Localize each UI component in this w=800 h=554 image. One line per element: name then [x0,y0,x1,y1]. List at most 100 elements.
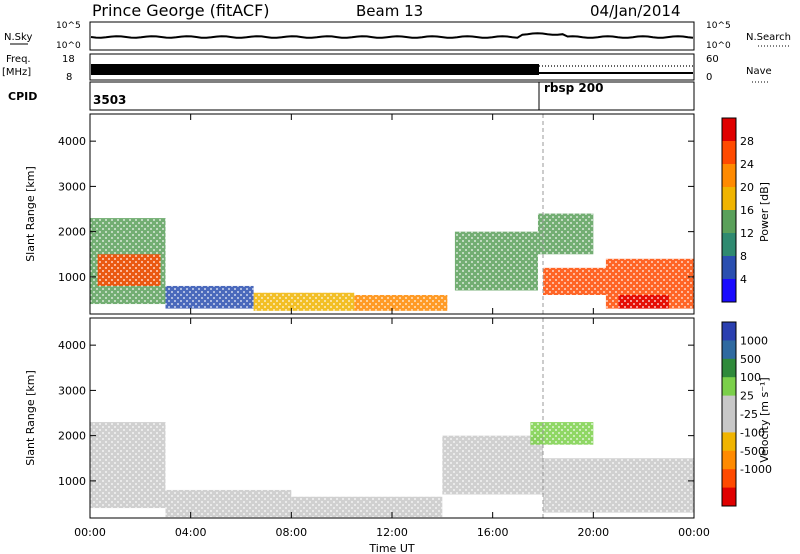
heatmap-texture [291,496,443,518]
cpid-value-2: rbsp 200 [544,81,603,95]
y-tick-label: 2000 [58,226,86,239]
colorbar-segment [722,432,736,452]
colorbar-tick-label: 24 [740,158,754,171]
heatmap-texture [90,422,166,509]
nsearch-lo: 10^0 [706,41,731,51]
x-tick-label: 00:00 [74,526,106,539]
colorbar-tick-label: 20 [740,181,754,194]
x-tick-label: 16:00 [477,526,509,539]
power-ylabel: Slant Range [km] [24,166,37,262]
colorbar-segment [722,279,736,303]
nsky-series [90,32,694,39]
nave-label: Nave [746,66,772,77]
colorbar-tick-label: 4 [740,273,747,286]
nsky-hi: 10^5 [56,21,81,31]
nsky-label: N.Sky [4,32,32,43]
colorbar-segment [722,487,736,507]
colorbar-tick-label: 28 [740,135,754,148]
date-label: 04/Jan/2014 [590,2,681,20]
heatmap-texture [454,231,538,291]
colorbar-segment [722,210,736,234]
colorbar-frame [721,117,737,303]
nsky-strip [89,21,695,51]
heatmap-texture [530,422,594,445]
power-heatmap [90,114,694,314]
colorbar-tick-label: 100 [740,371,761,384]
heatmap-texture [543,458,694,513]
y-tick-label: 4000 [58,339,86,352]
colorbar-tick-label: 8 [740,250,747,263]
heatmap-texture [618,294,669,309]
cpid-strip [89,81,695,111]
colorbar-tick-label: -100 [740,426,765,439]
y-tick-label: 2000 [58,430,86,443]
colorbar-tick-label: -1000 [740,463,772,476]
heatmap-texture [543,267,606,295]
freq-label: Freq. [6,54,31,65]
x-axis-ticks: 00:00 04:00 08:00 12:00 16:00 20:00 00:00 [74,114,710,539]
freq-series-block [91,64,539,75]
velocity-yticks: 1000 2000 3000 4000 [58,339,694,488]
heatmap-texture [537,213,594,255]
colorbar-tick-label: 12 [740,227,754,240]
x-tick-label: 20:00 [577,526,609,539]
freq-strip [89,53,695,81]
y-tick-label: 4000 [58,135,86,148]
velocity-colorbar-label: Velocity [m s⁻¹] [758,377,771,462]
x-tick-label: 12:00 [376,526,408,539]
colorbar-tick-label: 16 [740,204,754,217]
heatmap-texture [442,435,543,495]
heatmap-texture [165,489,292,518]
station-title: Prince George (fitACF) [92,1,270,20]
nave-hi: 60 [706,54,719,65]
heatmap-texture [97,254,161,286]
freq-unit: [MHz] [2,67,31,78]
colorbar-segment [722,187,736,211]
nsearch-hi: 10^5 [706,21,731,31]
nave-lo: 0 [706,72,712,83]
velocity-ylabel: Slant Range [km] [24,370,37,466]
colorbar-tick-label: 25 [740,390,754,403]
freq-lo: 8 [66,72,72,83]
colorbar-segment [722,118,736,142]
colorbar-tick-label: -500 [740,445,765,458]
x-tick-label: 08:00 [275,526,307,539]
x-tick-label: 00:00 [678,526,710,539]
y-tick-label: 3000 [58,384,86,397]
colorbar-segment [722,340,736,360]
power-colorbar-label: Power [dB] [758,182,771,242]
nsky-lo: 10^0 [56,41,81,51]
velocity-heatmap [90,318,694,518]
power-colorbar: 4 8 12 16 20 24 28 [721,117,754,303]
colorbar-segment [722,358,736,378]
x-tick-label: 04:00 [175,526,207,539]
colorbar-segment [722,233,736,257]
colorbar-segment [722,450,736,470]
power-yticks: 1000 2000 3000 4000 [58,135,694,284]
colorbar-segment [722,256,736,280]
nsearch-label: N.Search [746,32,791,43]
colorbar-segment [722,141,736,165]
colorbar-segment [722,322,736,341]
colorbar-segment [722,164,736,188]
y-tick-label: 1000 [58,475,86,488]
colorbar-segment [722,414,736,433]
heatmap-texture [253,292,355,311]
freq-hi: 18 [62,54,75,65]
colorbar-frame [721,321,737,507]
beam-label: Beam 13 [356,2,423,20]
x-axis-label: Time UT [368,542,414,554]
colorbar-tick-label: 500 [740,353,761,366]
colorbar-segment [722,395,736,415]
heatmap-texture [354,294,448,311]
y-tick-label: 1000 [58,271,86,284]
y-tick-label: 3000 [58,180,86,193]
colorbar-segment [722,377,736,397]
heatmap-texture [165,285,254,309]
colorbar-tick-label: 1000 [740,334,768,347]
cpid-value-1: 3503 [93,93,126,107]
colorbar-tick-label: -25 [740,408,758,421]
cpid-label: CPID [8,90,37,103]
